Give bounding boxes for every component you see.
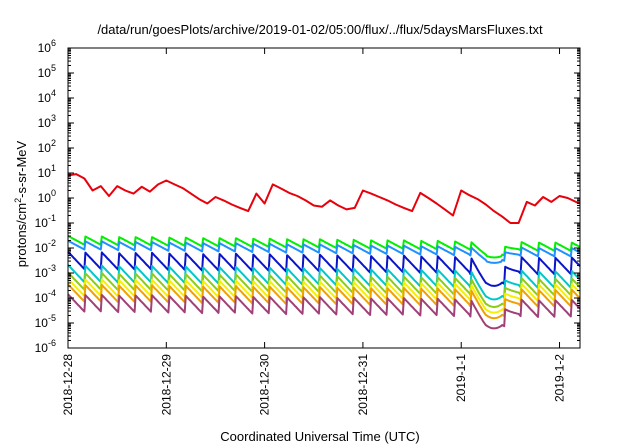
series-line [67, 235, 581, 259]
y-tick-label: 10-4 [35, 288, 56, 305]
x-tick-label: 2018-12-28 [61, 354, 75, 416]
y-tick-label-exp: 0 [51, 188, 56, 198]
y-tick-label-exp: 5 [51, 63, 56, 73]
y-tick-label-exp: -4 [48, 288, 56, 298]
y-tick-label: 104 [38, 88, 56, 105]
y-tick-label-base: 10 [38, 41, 52, 55]
chart-title: /data/run/goesPlots/archive/2019-01-02/0… [97, 22, 543, 37]
y-axis-label-sup: 2 [13, 198, 23, 203]
x-tick-label: 2018-12-29 [159, 354, 173, 416]
x-tick-label: 2019-1-1 [454, 354, 468, 402]
y-tick-label-base: 10 [38, 141, 52, 155]
y-axis-label-text: protons/cm2-s-sr-MeV [13, 140, 29, 267]
series-line [67, 251, 581, 287]
plot-frame [67, 47, 581, 349]
series-line [67, 283, 581, 320]
x-axis-label: Coordinated Universal Time (UTC) [220, 429, 420, 444]
y-axis-label-rest: -s-sr-MeV [14, 140, 29, 197]
y-tick-label: 106 [38, 38, 56, 55]
y-tick-label: 10-5 [35, 313, 56, 330]
y-tick-label-base: 10 [35, 241, 49, 255]
y-tick-label-exp: 4 [51, 88, 56, 98]
y-tick-label-base: 10 [35, 341, 49, 355]
y-tick-label-base: 10 [38, 166, 52, 180]
plot-lines [67, 173, 581, 330]
series-line [67, 173, 581, 224]
series-line [67, 271, 581, 308]
y-tick-label-exp: -3 [48, 263, 56, 273]
y-tick-label-base: 10 [35, 316, 49, 330]
y-tick-label: 103 [38, 113, 56, 130]
x-tick-label: 2018-12-31 [356, 354, 370, 416]
y-tick-label: 105 [38, 63, 56, 80]
y-tick-label-base: 10 [35, 291, 49, 305]
y-tick-label-base: 10 [35, 266, 49, 280]
y-tick-label-exp: 3 [51, 113, 56, 123]
y-tick-label: 100 [38, 188, 56, 205]
y-tick-label-exp: 6 [51, 38, 56, 48]
y-tick-label: 10-1 [35, 213, 56, 230]
y-axis-label: protons/cm2-s-sr-MeV [13, 140, 29, 267]
y-tick-label: 101 [38, 163, 56, 180]
y-tick-label: 10-6 [35, 338, 56, 355]
y-tick-label-exp: -2 [48, 238, 56, 248]
series-line [67, 264, 581, 301]
y-tick-label: 10-2 [35, 238, 56, 255]
y-tick-label-base: 10 [38, 191, 52, 205]
y-tick-label: 102 [38, 138, 56, 155]
y-tick-label-exp: -1 [48, 213, 56, 223]
series-line [67, 278, 581, 314]
y-tick-label-exp: -6 [48, 338, 56, 348]
x-tick-label: 2019-1-2 [553, 354, 567, 402]
y-tick-label: 10-3 [35, 263, 56, 280]
y-tick-label-exp: -5 [48, 313, 56, 323]
y-tick-label-base: 10 [38, 116, 52, 130]
y-tick-label-base: 10 [38, 66, 52, 80]
x-tick-label: 2018-12-30 [258, 354, 272, 416]
y-tick-label-base: 10 [35, 216, 49, 230]
y-tick-label-exp: 1 [51, 163, 56, 173]
y-tick-label-exp: 2 [51, 138, 56, 148]
series-line [67, 293, 581, 330]
axes: 10-610-510-410-310-210-11001011021031041… [35, 38, 580, 415]
y-tick-label-base: 10 [38, 91, 52, 105]
y-axis-label-base: protons/cm [14, 203, 29, 267]
series-line [67, 239, 581, 264]
